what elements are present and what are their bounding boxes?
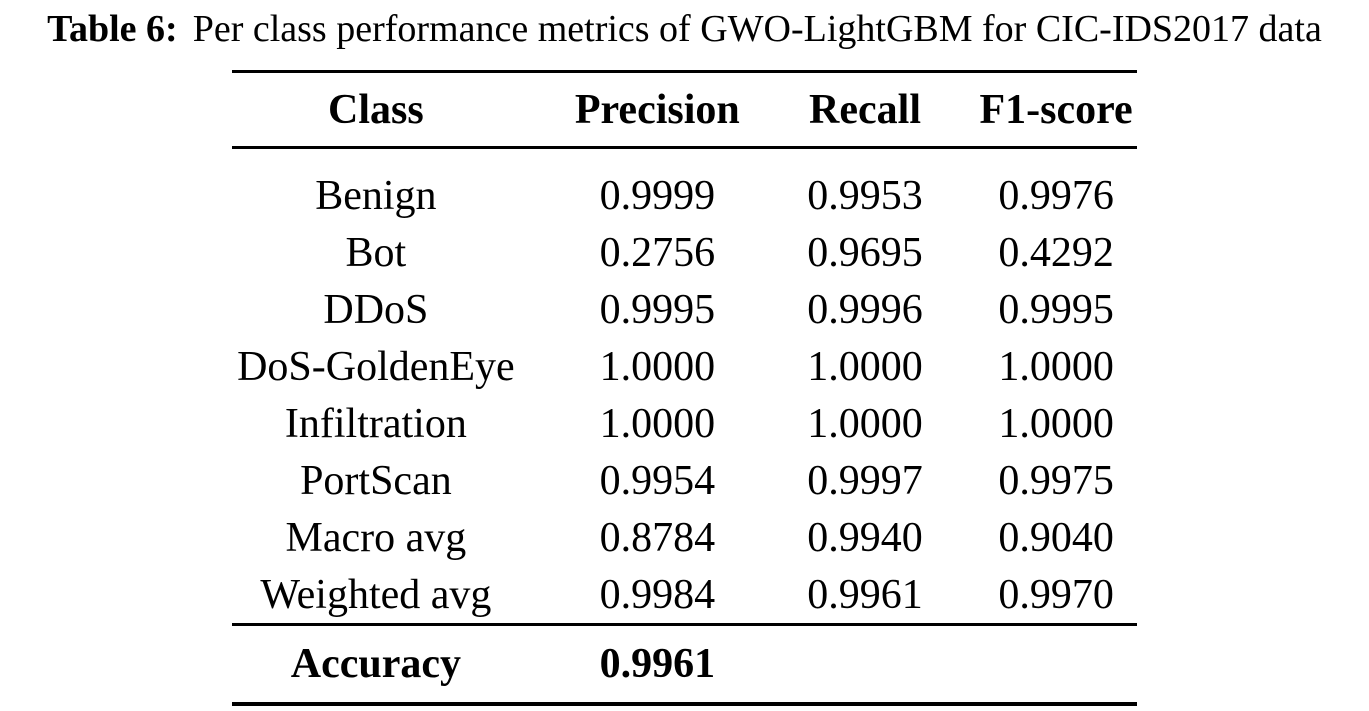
header-recall: Recall: [794, 71, 936, 149]
table-row: Weighted avg 0.9984 0.9961 0.9970: [232, 566, 1137, 625]
cell-recall: 0.9953: [807, 172, 923, 219]
cell-f1-score: 1.0000: [998, 343, 1114, 390]
cell-f1-score: 0.9970: [998, 571, 1114, 618]
cell-precision: 0.9984: [599, 571, 716, 618]
cell-recall: 0.9940: [807, 514, 923, 561]
header-class: Class: [232, 71, 520, 149]
table-row: Benign 0.9999 0.9953 0.9976: [232, 148, 1137, 225]
cell-precision: 1.0000: [599, 343, 716, 390]
header-f1-score: F1-score: [935, 71, 1137, 149]
cell-recall: 1.0000: [807, 343, 923, 390]
accuracy-value: 0.9961: [519, 623, 795, 704]
cell-class: Infiltration: [284, 400, 467, 447]
table-row: PortScan 0.9954 0.9997 0.9975: [232, 452, 1137, 509]
accuracy-empty-recall-cell: [794, 623, 936, 704]
cell-precision: 0.8784: [599, 514, 716, 561]
accuracy-label: Accuracy: [232, 623, 520, 704]
cell-f1-score: 1.0000: [998, 400, 1114, 447]
cell-recall: 0.9695: [807, 229, 923, 276]
cell-class: DoS-GoldenEye: [237, 343, 515, 390]
cell-class: PortScan: [300, 457, 452, 504]
cell-f1-score: 0.9040: [998, 514, 1114, 561]
cell-f1-score: 0.9995: [998, 286, 1114, 333]
table-row: Infiltration 1.0000 1.0000 1.0000: [232, 395, 1137, 452]
table-row: Bot 0.2756 0.9695 0.4292: [232, 224, 1137, 281]
cell-precision: 0.9999: [599, 172, 716, 219]
table-row: DoS-GoldenEye 1.0000 1.0000 1.0000: [232, 338, 1137, 395]
cell-f1-score: 0.4292: [998, 229, 1114, 276]
cell-class: Weighted avg: [260, 571, 492, 618]
cell-recall: 0.9996: [807, 286, 923, 333]
cell-precision: 0.9995: [599, 286, 716, 333]
metrics-table: Class Precision Recall F1-score Benign 0…: [232, 70, 1137, 706]
accuracy-row: Accuracy 0.9961: [232, 623, 1137, 704]
cell-class: Benign: [315, 172, 437, 219]
cell-recall: 1.0000: [807, 400, 923, 447]
cell-recall: 0.9961: [807, 571, 923, 618]
table-caption-label: Table 6:: [47, 8, 178, 50]
cell-precision: 0.9954: [599, 457, 716, 504]
cell-recall: 0.9997: [807, 457, 923, 504]
table-caption: Table 6: Per class performance metrics of…: [0, 0, 1369, 52]
cell-class: Bot: [345, 229, 407, 276]
table-caption-text: Per class performance metrics of GWO-Lig…: [192, 8, 1322, 50]
cell-precision: 0.2756: [599, 229, 716, 276]
table-row: Macro avg 0.8784 0.9940 0.9040: [232, 509, 1137, 566]
header-precision: Precision: [519, 71, 795, 149]
cell-class: DDoS: [323, 286, 429, 333]
cell-f1-score: 0.9976: [998, 172, 1114, 219]
header-row: Class Precision Recall F1-score: [232, 71, 1137, 149]
table-row: DDoS 0.9995 0.9996 0.9995: [232, 281, 1137, 338]
accuracy-empty-f1-cell: [935, 623, 1137, 704]
cell-class: Macro avg: [285, 514, 467, 561]
cell-f1-score: 0.9975: [998, 457, 1114, 504]
cell-precision: 1.0000: [599, 400, 716, 447]
